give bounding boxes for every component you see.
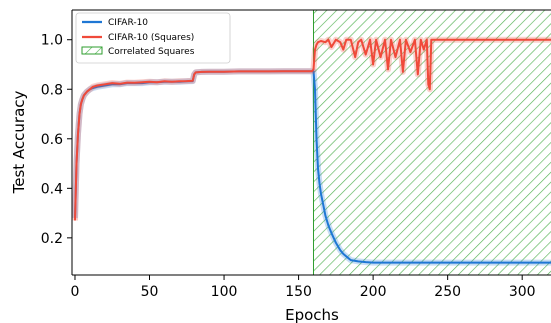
y-tick-label: 0.4 [41, 181, 63, 197]
y-tick-label: 0.6 [41, 132, 63, 148]
series-line-cifar-10-squares [74, 38, 551, 221]
y-ticks: 0.2 0.4 0.6 0.8 1.0 [41, 33, 72, 247]
axes-frame [71, 9, 551, 276]
x-tick-label: 50 [141, 284, 159, 300]
legend-label-cifar10-squares: CIFAR-10 (Squares) [108, 33, 194, 43]
x-tick-label: 0 [71, 284, 80, 300]
x-tick-label: 200 [360, 284, 387, 300]
y-tick-label: 0.8 [41, 82, 63, 98]
legend-swatch-correlated-squares [81, 46, 103, 55]
x-tick-label: 150 [285, 284, 312, 300]
correlated-squares-hatch [313, 10, 551, 275]
x-tick-label: 300 [509, 284, 536, 300]
x-tick-label: 250 [434, 284, 461, 300]
legend-label-cifar10: CIFAR-10 [108, 18, 148, 28]
legend-box [75, 12, 231, 64]
y-tick-label: 0.2 [41, 231, 63, 247]
correlated-squares-region [312, 10, 551, 275]
y-axis-label: Test Accuracy [10, 90, 28, 194]
x-axis-label: Epochs [285, 306, 339, 323]
legend-label-correlated-squares: Correlated Squares [108, 47, 195, 57]
x-tick-label: 100 [211, 284, 238, 300]
legend: CIFAR-10 CIFAR-10 (Squares) Correlated S… [75, 12, 231, 64]
x-ticks: 0 50 100 150 200 250 300 [71, 275, 536, 300]
y-tick-label: 1.0 [41, 33, 63, 49]
